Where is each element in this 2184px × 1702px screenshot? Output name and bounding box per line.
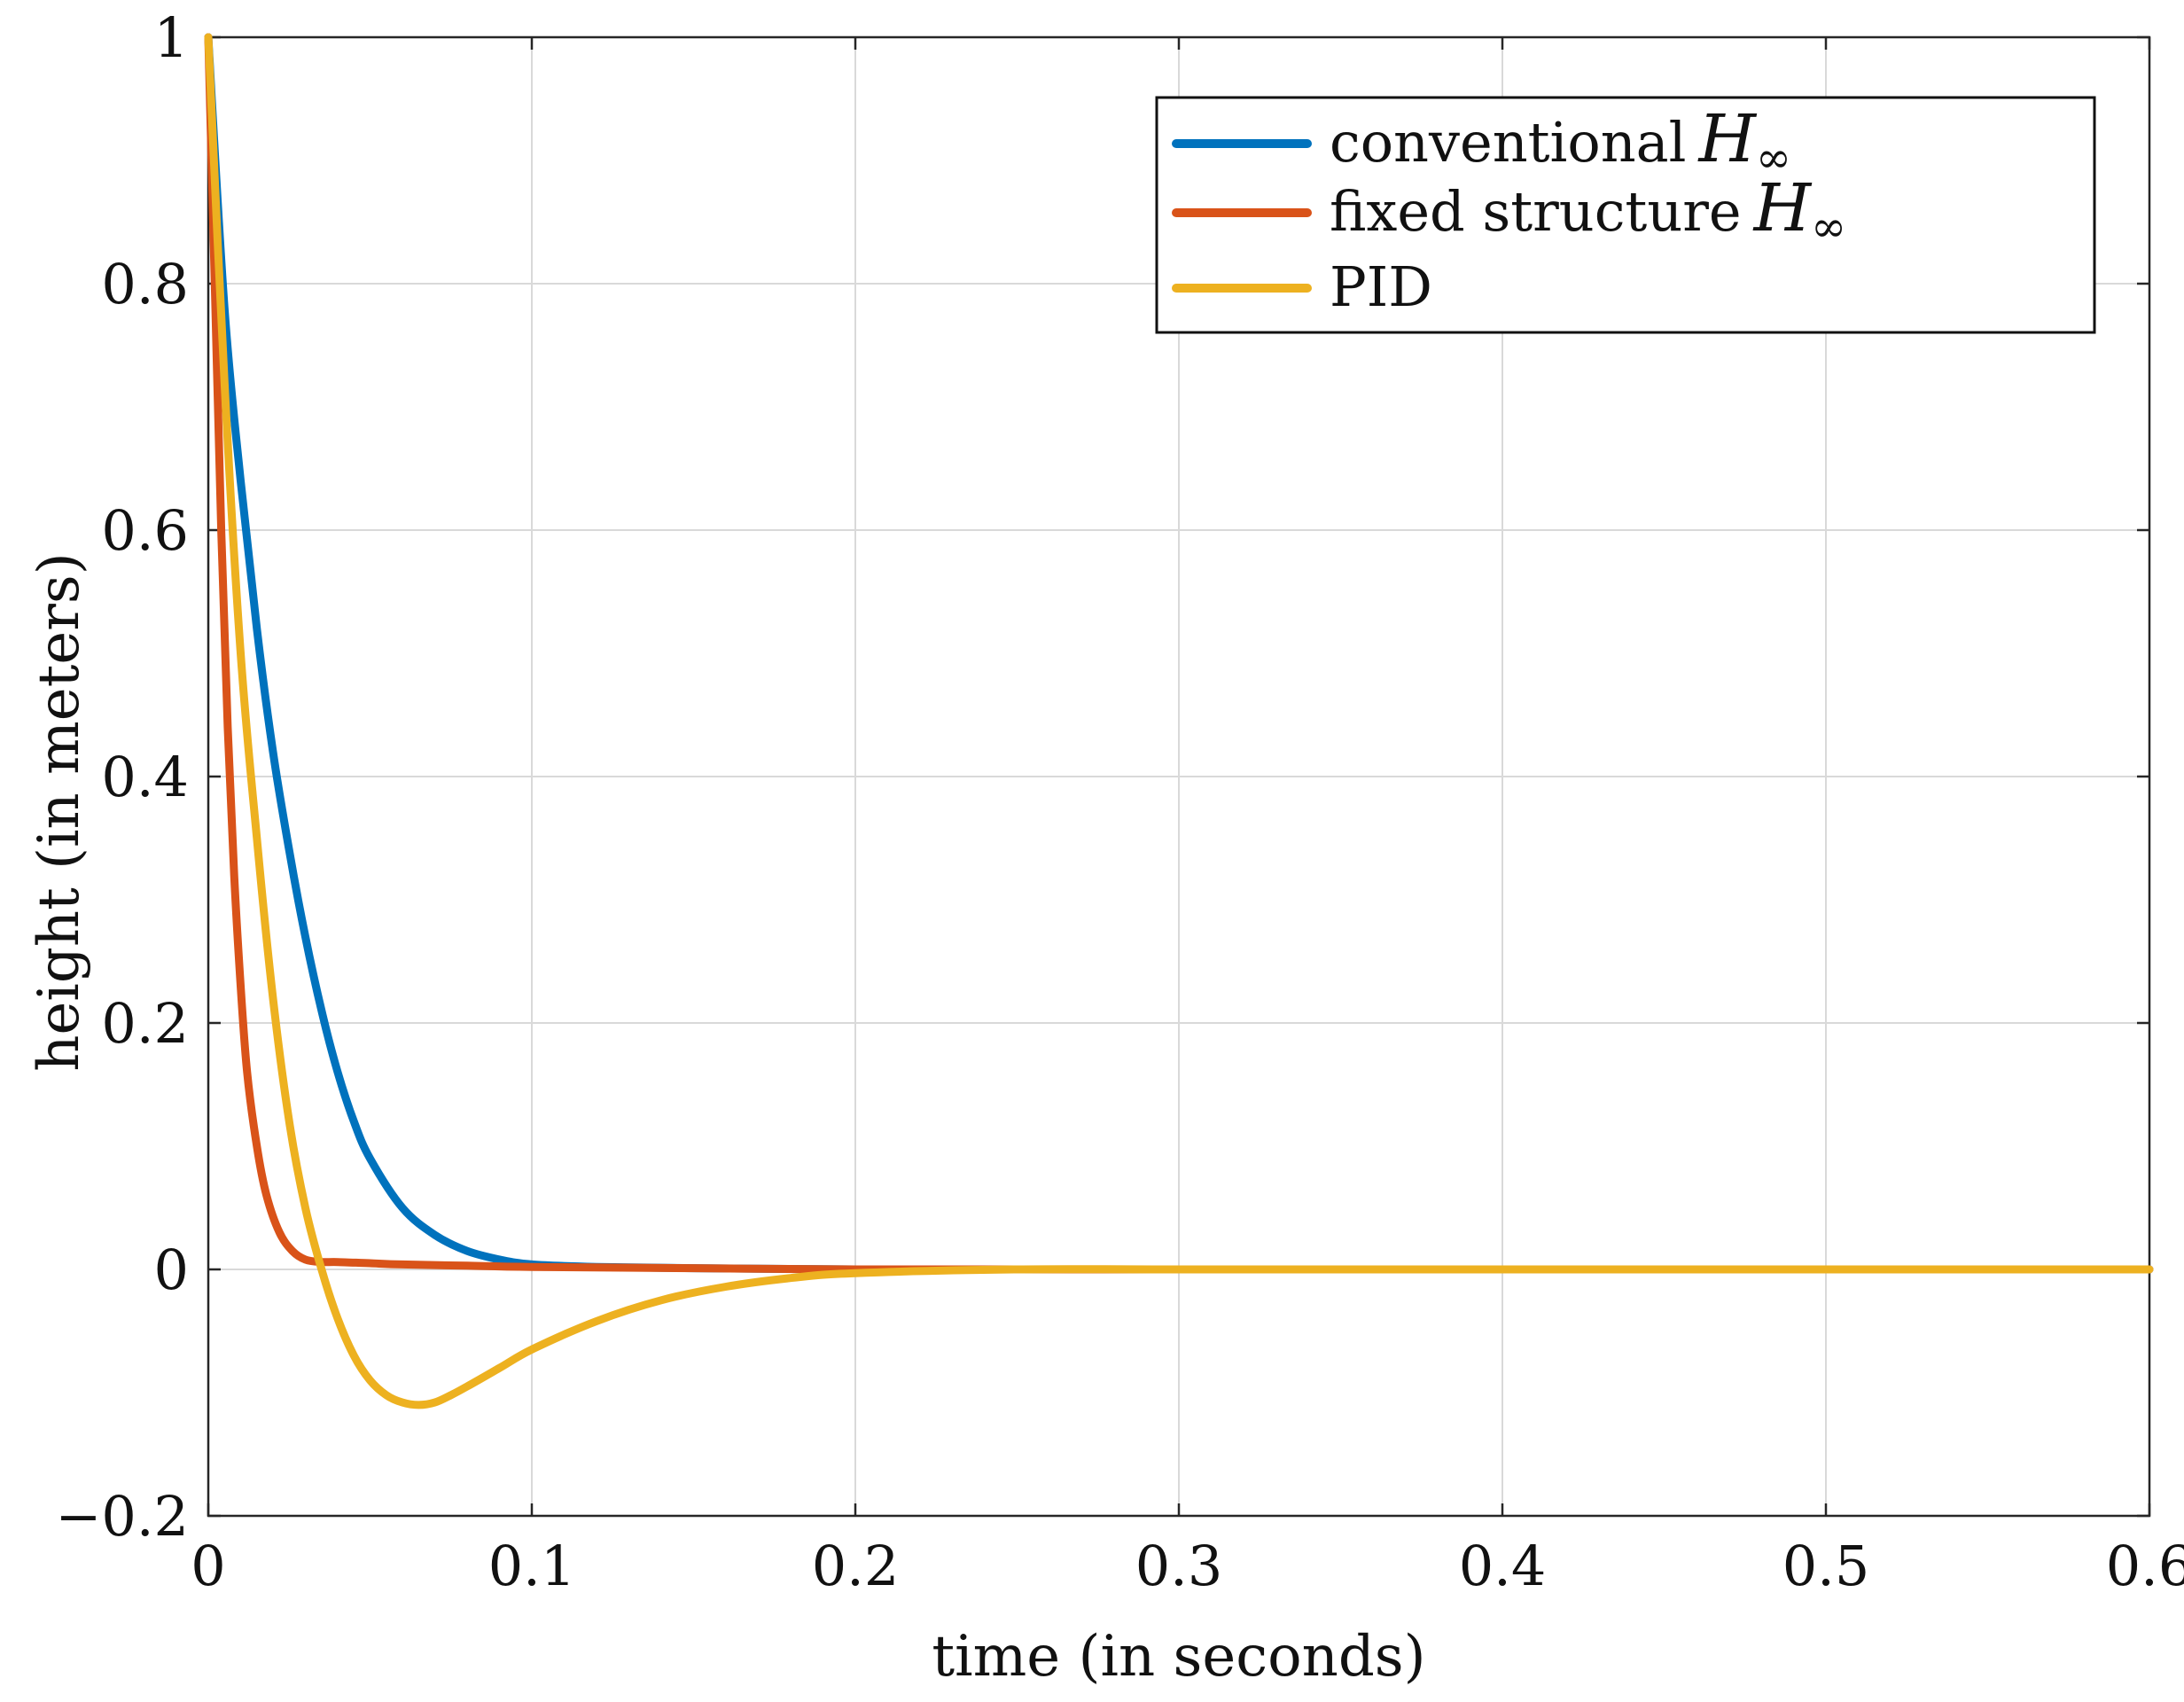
x-tick-label: 0.2 [812,1534,900,1598]
data-series [204,33,2154,1409]
y-tick-label: −0.2 [55,1484,189,1549]
x-tick-label: 0.5 [1782,1534,1870,1598]
series-line-pid [204,33,2154,1409]
legend-entry-conventional-hinf: conventional H∞ [1172,101,1791,183]
legend-label: PID [1330,254,1432,319]
x-tick-label: 0.1 [488,1534,576,1598]
y-tick-label: 0.2 [101,991,189,1056]
y-tick-label: 0.4 [101,745,189,809]
y-tick-label: 1 [154,5,189,70]
x-tick-label: 0.3 [1135,1534,1223,1598]
x-tick-label: 0.4 [1459,1534,1547,1598]
legend-label: conventional H∞ [1330,101,1791,183]
x-tick-label: 0 [191,1534,225,1598]
legend-entries: conventional H∞fixed structure H∞PID [1172,101,1846,319]
axis-ticks: 0 0.1 0.2 0.3 0.4 0.5 0.6−0.200.20.40.60.81 [55,5,2184,1598]
x-axis-label: time (in seconds) [932,1624,1425,1690]
y-tick-label: 0.6 [101,498,189,563]
y-axis-label: height (in meters) [27,552,92,1071]
y-tick-label: 0.8 [101,252,189,316]
x-tick-label: 0.6 [2106,1534,2184,1598]
legend: conventional H∞fixed structure H∞PID [1155,96,2096,334]
y-tick-label: 0 [154,1237,189,1302]
legend-entry-fixed-structure-hinf: fixed structure H∞ [1172,170,1846,252]
legend-label: fixed structure H∞ [1330,170,1846,252]
legend-entry-pid: PID [1172,254,1432,319]
legend-box [1155,96,2096,334]
